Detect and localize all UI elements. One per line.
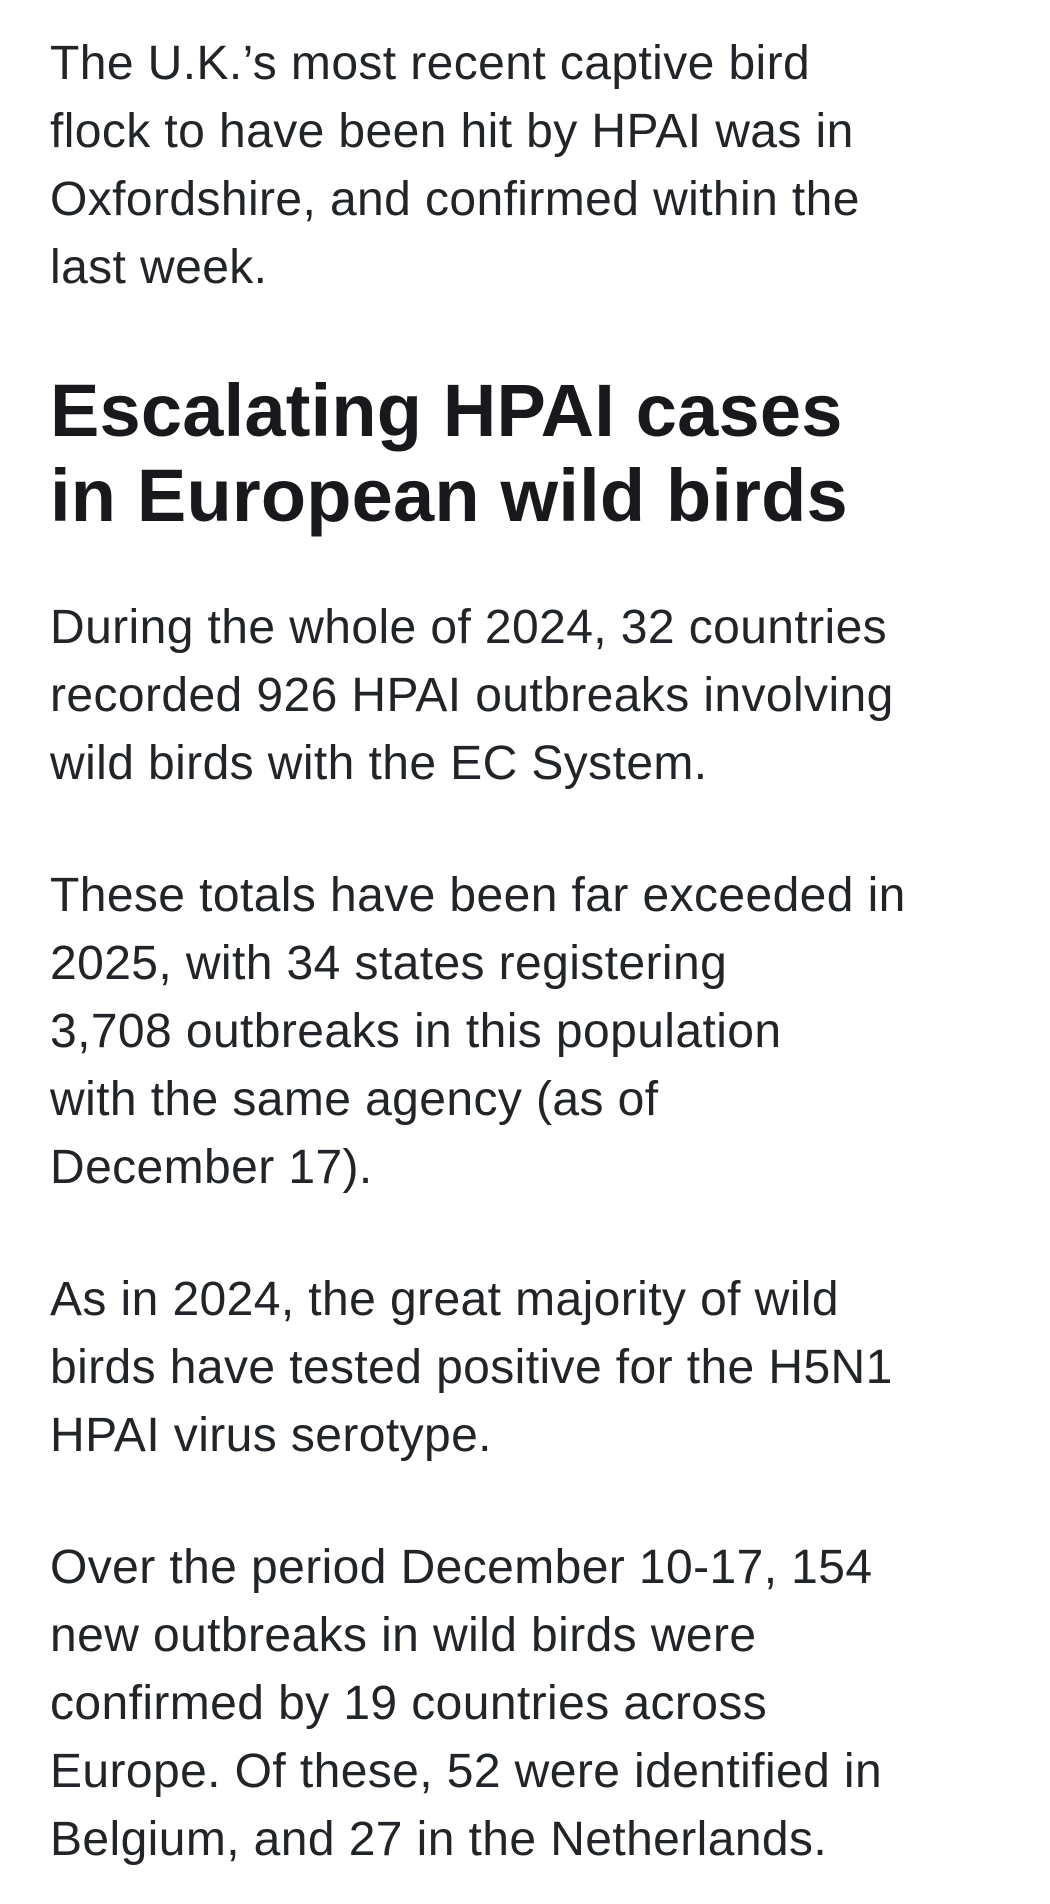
paragraph-weekly-outbreaks: Over the period December 10-17, 154 new …: [50, 1541, 883, 1866]
intro-paragraph: The U.K.’s most recent captive bird floc…: [50, 37, 860, 294]
section-heading: Escalating HPAI cases in European wild b…: [50, 369, 848, 537]
paragraph-outbreaks-2025: These totals have been far exceeded in 2…: [50, 869, 906, 1194]
paragraph-outbreaks-2024: During the whole of 2024, 32 countries r…: [50, 601, 894, 790]
paragraph-h5n1-serotype: As in 2024, the great majority of wild b…: [50, 1273, 893, 1462]
